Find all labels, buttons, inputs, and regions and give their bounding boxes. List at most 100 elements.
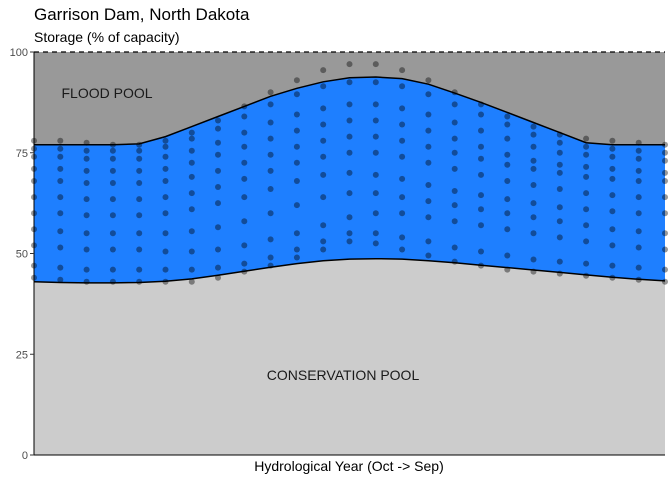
data-point	[451, 202, 458, 209]
data-point	[136, 155, 143, 162]
data-point	[83, 212, 90, 219]
data-point	[83, 155, 90, 162]
data-point	[346, 149, 353, 156]
chart-title: Garrison Dam, North Dakota	[34, 5, 250, 24]
data-point	[451, 188, 458, 194]
data-point	[241, 129, 248, 136]
data-point	[556, 204, 563, 211]
data-point	[215, 139, 221, 146]
data-point	[583, 163, 590, 170]
data-point	[83, 266, 90, 273]
data-point	[109, 266, 116, 273]
data-point	[635, 228, 642, 235]
data-point	[372, 149, 379, 156]
data-point	[136, 230, 143, 237]
data-point	[57, 145, 64, 152]
data-point	[109, 230, 116, 237]
data-point	[293, 254, 300, 261]
data-point	[372, 101, 379, 108]
data-point	[136, 246, 143, 253]
y-tick-label: 75	[16, 148, 28, 160]
data-point	[293, 91, 300, 98]
data-point	[346, 214, 353, 221]
data-point	[504, 113, 511, 120]
data-point	[478, 206, 484, 213]
data-point	[188, 173, 195, 180]
data-point	[162, 266, 169, 273]
data-point	[609, 137, 616, 144]
data-point	[583, 135, 590, 142]
data-point	[451, 149, 458, 156]
y-tick-label: 0	[22, 450, 28, 462]
data-point	[530, 230, 537, 237]
data-point	[372, 61, 379, 68]
data-point	[57, 137, 64, 144]
data-point	[556, 186, 563, 192]
data-point	[372, 171, 379, 178]
data-point	[346, 190, 353, 197]
data-point	[635, 155, 642, 162]
data-point	[609, 153, 616, 160]
data-point	[57, 178, 64, 184]
data-point	[556, 149, 563, 156]
data-point	[609, 208, 616, 215]
data-point	[83, 180, 90, 186]
data-point	[136, 196, 143, 203]
y-tick-label: 25	[16, 349, 28, 361]
data-point	[399, 67, 406, 74]
data-point	[556, 161, 563, 168]
data-point	[215, 125, 221, 132]
data-point	[662, 149, 668, 156]
data-point	[320, 171, 327, 178]
data-point	[609, 192, 616, 199]
y-tick-label: 100	[10, 47, 28, 59]
data-point	[530, 256, 537, 263]
data-point	[215, 264, 221, 271]
data-point	[241, 242, 248, 249]
data-point	[267, 167, 274, 174]
data-point	[57, 264, 64, 271]
data-point	[530, 214, 537, 221]
data-point	[556, 258, 563, 265]
data-point	[188, 228, 195, 235]
data-point	[188, 278, 195, 285]
data-point	[136, 212, 143, 219]
data-point	[609, 165, 616, 172]
data-point	[425, 143, 432, 150]
data-point	[162, 143, 169, 150]
data-point	[83, 167, 90, 174]
data-point	[372, 230, 379, 237]
data-point	[188, 266, 195, 273]
data-point	[109, 147, 116, 154]
data-point	[425, 198, 432, 205]
data-point	[583, 222, 590, 229]
data-point	[635, 264, 642, 271]
data-point	[188, 248, 195, 255]
data-point	[478, 248, 484, 255]
data-point	[267, 89, 274, 96]
data-point	[267, 236, 274, 243]
data-point	[583, 206, 590, 213]
flood-pool-area	[34, 52, 665, 145]
data-point	[530, 182, 537, 188]
data-point	[530, 157, 537, 164]
data-point	[136, 147, 143, 154]
data-point	[609, 226, 616, 233]
data-point	[530, 123, 537, 130]
data-point	[451, 135, 458, 142]
data-point	[372, 210, 379, 217]
data-point	[293, 230, 300, 237]
data-point	[662, 157, 668, 164]
data-point	[320, 121, 327, 128]
data-point	[478, 127, 484, 134]
data-point	[609, 175, 616, 182]
data-point	[293, 77, 300, 84]
data-point	[109, 167, 116, 174]
data-point	[293, 127, 300, 134]
data-point	[109, 246, 116, 253]
data-point	[583, 260, 590, 267]
data-point	[241, 175, 248, 182]
data-point	[162, 210, 169, 217]
data-point	[478, 222, 484, 229]
